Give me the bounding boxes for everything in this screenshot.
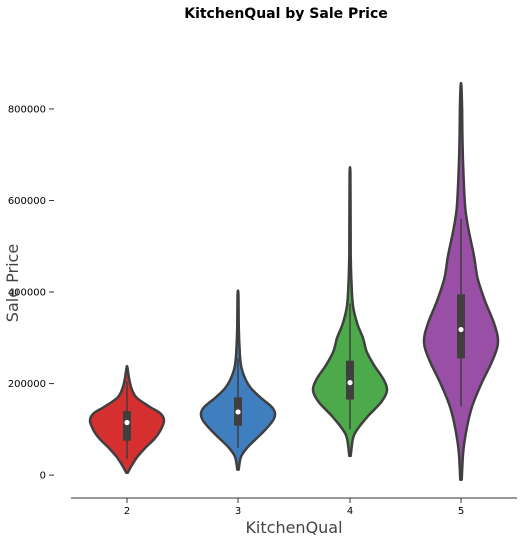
y-tick-label: 400000: [8, 288, 46, 299]
violin-median-4: [347, 380, 353, 386]
y-tick-label: 0: [40, 471, 46, 482]
y-tick-label: 600000: [8, 196, 46, 207]
violin-median-5: [458, 326, 464, 333]
chart-title: KitchenQual by Sale Price: [184, 6, 388, 22]
y-axis-label: Sale Price: [3, 244, 22, 322]
y-tick-label: 200000: [8, 379, 46, 390]
violin-median-2: [124, 419, 130, 426]
x-tick-label: 3: [235, 506, 241, 517]
plot-area: [88, 81, 500, 481]
x-axis-label: KitchenQual: [245, 518, 342, 537]
y-axis: 0 200000 400000 600000 800000: [8, 104, 54, 482]
x-tick-label: 2: [124, 506, 130, 517]
x-tick-label: 5: [458, 506, 464, 517]
x-tick-label: 4: [347, 506, 353, 517]
violin-median-3: [235, 409, 241, 415]
x-axis: 2 3 4 5: [71, 497, 517, 517]
violin-iqr-box-2: [123, 411, 131, 441]
y-tick-label: 800000: [8, 104, 46, 115]
violin-iqr-box-5: [457, 294, 465, 359]
